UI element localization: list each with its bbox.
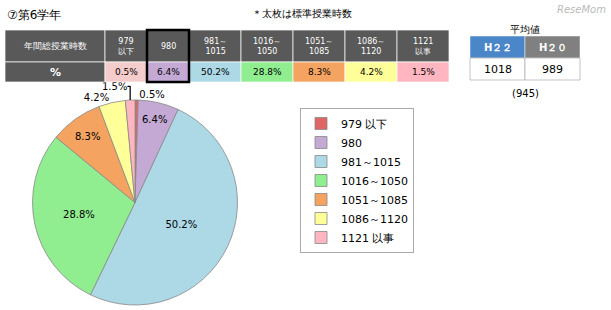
svg-text:1051～1085: 1051～1085 xyxy=(305,37,333,56)
svg-text:28.8%: 28.8% xyxy=(253,67,282,77)
svg-text:980: 980 xyxy=(161,42,176,51)
svg-text:⑦第6学年: ⑦第6学年 xyxy=(7,8,61,22)
svg-text:1018: 1018 xyxy=(484,63,512,76)
svg-text:(945): (945) xyxy=(512,88,539,99)
svg-text:979 以下: 979 以下 xyxy=(341,118,388,131)
svg-text:1121以事: 1121以事 xyxy=(413,37,433,56)
svg-text:50.2%: 50.2% xyxy=(165,219,197,230)
svg-text:1051～1085: 1051～1085 xyxy=(341,194,408,207)
svg-text:1086～1120: 1086～1120 xyxy=(341,213,408,226)
svg-text:4.2%: 4.2% xyxy=(84,92,109,103)
svg-text:50.2%: 50.2% xyxy=(201,67,230,77)
svg-text:平均値: 平均値 xyxy=(510,24,540,35)
svg-text:6.4%: 6.4% xyxy=(142,114,167,125)
svg-text:4.2%: 4.2% xyxy=(360,67,383,77)
svg-text:ReseMom: ReseMom xyxy=(557,4,606,15)
svg-text:＊太枚は標準授業時数: ＊太枚は標準授業時数 xyxy=(252,8,352,19)
svg-text:1016～1050: 1016～1050 xyxy=(341,175,408,188)
svg-text:年間総授業時数: 年間総授業時数 xyxy=(24,41,87,51)
svg-text:1016～1050: 1016～1050 xyxy=(253,37,281,56)
svg-text:1086～1120: 1086～1120 xyxy=(357,37,385,56)
svg-text:%: % xyxy=(50,66,61,79)
svg-text:1.5%: 1.5% xyxy=(412,67,435,77)
svg-text:1121 以事: 1121 以事 xyxy=(341,232,395,245)
svg-text:980: 980 xyxy=(341,137,362,150)
svg-text:H２０: H２０ xyxy=(539,42,567,53)
svg-text:1.5%: 1.5% xyxy=(102,81,127,92)
svg-text:0.5%: 0.5% xyxy=(115,67,138,77)
svg-text:989: 989 xyxy=(542,63,563,76)
svg-text:979以下: 979以下 xyxy=(118,37,134,56)
svg-text:8.3%: 8.3% xyxy=(308,67,331,77)
svg-text:28.8%: 28.8% xyxy=(63,209,95,220)
svg-text:H２２: H２２ xyxy=(484,42,512,53)
svg-text:0.5%: 0.5% xyxy=(139,89,164,100)
svg-text:6.4%: 6.4% xyxy=(157,67,180,77)
svg-text:8.3%: 8.3% xyxy=(75,131,100,142)
svg-text:981～1015: 981～1015 xyxy=(341,156,401,169)
svg-text:981～1015: 981～1015 xyxy=(204,37,227,56)
